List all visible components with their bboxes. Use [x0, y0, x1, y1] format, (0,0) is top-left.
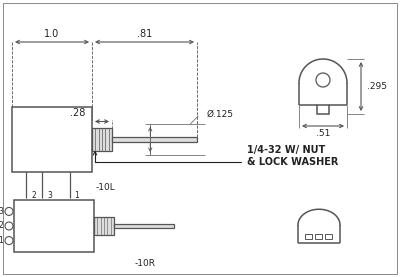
Bar [314, 234, 322, 239]
Bar [112, 137, 197, 142]
Text: 3: 3 [47, 191, 52, 199]
Bar [92, 129, 112, 151]
Text: 1: 1 [74, 191, 79, 199]
Bar [12, 107, 92, 172]
Text: 2: 2 [0, 222, 3, 230]
Text: 2: 2 [31, 191, 36, 199]
Text: 1: 1 [0, 236, 3, 245]
Text: 1/4-32 W/ NUT: 1/4-32 W/ NUT [247, 145, 325, 155]
Bar [304, 234, 312, 239]
Text: .51: .51 [316, 130, 330, 138]
Text: .81: .81 [137, 29, 152, 39]
Text: Ø.125: Ø.125 [207, 109, 234, 119]
Bar [14, 200, 94, 252]
Bar [324, 234, 332, 239]
Text: 3: 3 [0, 207, 4, 216]
Text: -10L: -10L [95, 183, 115, 193]
Bar [94, 217, 114, 235]
Bar [317, 105, 329, 114]
Text: & LOCK WASHER: & LOCK WASHER [247, 157, 338, 167]
Text: .295: .295 [367, 82, 387, 91]
Text: -10R: -10R [134, 258, 156, 268]
Bar [114, 224, 174, 228]
Text: .28: .28 [70, 109, 86, 119]
Text: 1.0: 1.0 [44, 29, 60, 39]
